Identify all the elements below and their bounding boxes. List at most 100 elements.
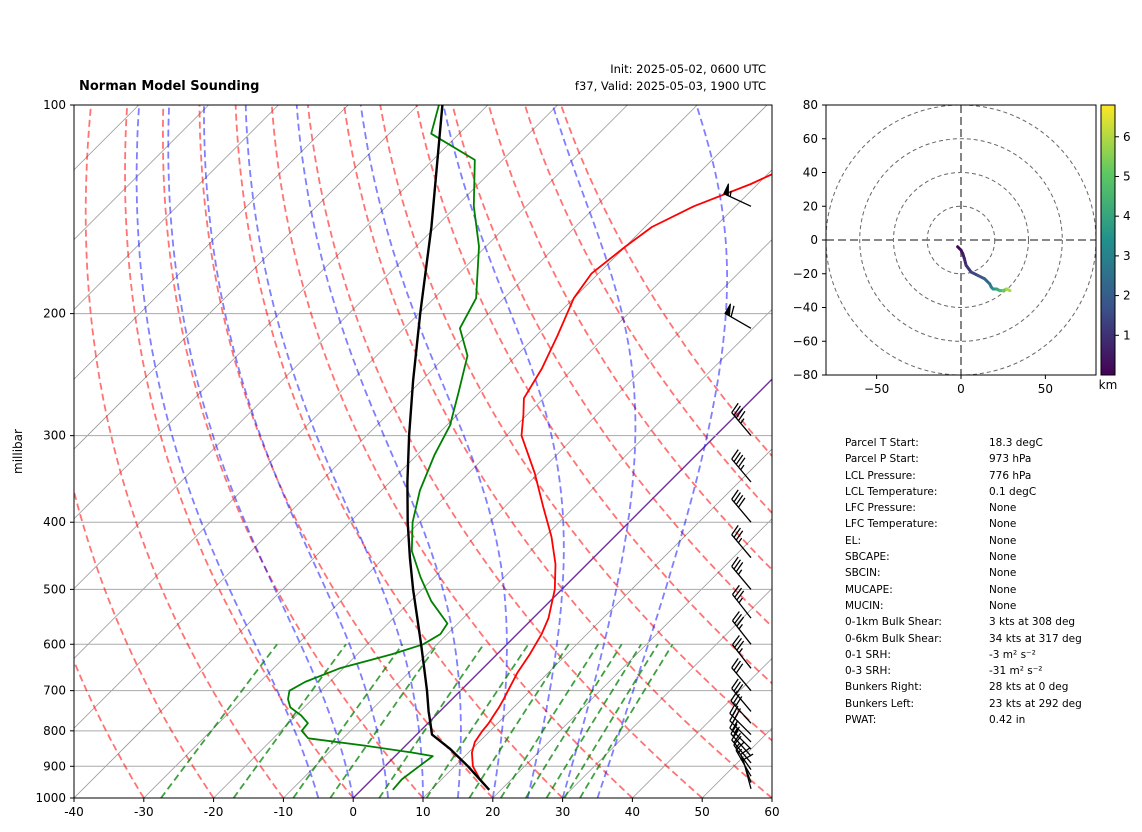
- hodograph-y-label: −80: [793, 368, 818, 382]
- stat-value: 0.1 degC: [989, 485, 1037, 498]
- x-tick-label: 0: [349, 805, 357, 819]
- dry-adiabat: [560, 105, 772, 458]
- dry-adiabat: [74, 487, 215, 798]
- moist-adiabat: [596, 105, 728, 798]
- stat-value: 34 kts at 317 deg: [989, 632, 1082, 645]
- y-tick-label: 300: [43, 429, 66, 443]
- dry-adiabat: [343, 105, 772, 798]
- mixing-ratio-line: [329, 643, 439, 798]
- stat-label: Parcel P Start:: [845, 453, 919, 466]
- stat-label: LFC Temperature:: [845, 518, 938, 531]
- hodograph-y-label: −60: [793, 334, 818, 348]
- parcel-profile: [406, 105, 491, 791]
- isotherm-line: [74, 105, 698, 729]
- y-tick-label: 100: [43, 98, 66, 112]
- isotherm-line: [74, 105, 768, 798]
- y-tick-label: 700: [43, 684, 66, 698]
- stat-label: MUCIN:: [845, 599, 884, 612]
- mixing-ratio-line: [378, 643, 485, 798]
- dry-adiabat: [74, 658, 145, 798]
- mixing-ratio-line: [563, 643, 659, 798]
- temperature-profile: [470, 173, 772, 791]
- isotherm-line: [74, 105, 209, 241]
- moist-adiabat: [244, 105, 424, 798]
- y-tick-label: 600: [43, 637, 66, 651]
- x-tick-label: 20: [485, 805, 500, 819]
- stat-value: None: [989, 567, 1017, 580]
- isotherm-line: [632, 657, 772, 798]
- x-tick-label: -30: [134, 805, 154, 819]
- hodograph-y-label: 20: [803, 199, 818, 213]
- colorbar-tick-label: 2: [1123, 289, 1131, 303]
- mixing-ratio-line: [468, 643, 570, 798]
- stat-label: SBCAPE:: [845, 551, 890, 564]
- colorbar-tick-label: 5: [1123, 169, 1131, 183]
- stat-label: PWAT:: [845, 714, 877, 727]
- hodograph-y-label: 60: [803, 132, 818, 146]
- stat-value: 23 kts at 292 deg: [989, 697, 1082, 710]
- mixing-ratio-line: [160, 643, 278, 798]
- stat-value: None: [989, 583, 1017, 596]
- y-tick-label: 500: [43, 582, 66, 596]
- stat-value: None: [989, 502, 1017, 515]
- run-info: Init: 2025-05-02, 0600 UTC f37, Valid: 2…: [575, 61, 766, 95]
- wind-barb: [731, 584, 752, 619]
- x-tick-label: 10: [415, 805, 430, 819]
- mixing-ratio-line: [579, 643, 674, 798]
- y-tick-label: 200: [43, 307, 66, 321]
- isotherm-line: [283, 308, 772, 798]
- stat-value: 776 hPa: [989, 469, 1032, 482]
- stat-label: 0-6km Bulk Shear:: [845, 632, 942, 645]
- moist-adiabat: [295, 105, 462, 798]
- stat-label: 0-1km Bulk Shear:: [845, 616, 942, 629]
- dry-adiabat: [307, 105, 703, 798]
- x-tick-label: -20: [204, 805, 224, 819]
- init-time: Init: 2025-05-02, 0600 UTC: [610, 62, 766, 76]
- hodograph-segment: [1005, 287, 1012, 293]
- moist-adiabat: [167, 105, 355, 798]
- hodograph-y-label: 0: [810, 233, 818, 247]
- dry-adiabat: [84, 105, 285, 798]
- isotherm-line: [74, 105, 419, 450]
- mixing-ratio-line: [425, 643, 530, 798]
- wind-barb: [731, 524, 752, 559]
- stat-value: None: [989, 551, 1017, 564]
- stat-label: Parcel T Start:: [845, 437, 919, 449]
- wind-barb: [723, 183, 752, 207]
- isotherm-line: [562, 588, 772, 798]
- y-tick-label: 800: [43, 724, 66, 738]
- colorbar: [1100, 104, 1116, 376]
- dry-adiabat: [124, 105, 354, 798]
- stat-value: 0.42 in: [989, 714, 1026, 727]
- chart-title: Norman Model Sounding: [79, 79, 260, 94]
- stat-value: None: [989, 599, 1017, 612]
- dry-adiabat: [161, 105, 424, 798]
- x-tick-label: -10: [274, 805, 294, 819]
- hodograph-y-label: 40: [803, 166, 818, 180]
- dry-adiabat: [379, 105, 772, 742]
- y-tick-label: 1000: [35, 791, 66, 805]
- x-tick-label: 50: [695, 805, 710, 819]
- moist-adiabat: [442, 105, 565, 798]
- colorbar-tick-label: 3: [1123, 249, 1131, 263]
- wind-barb: [731, 556, 752, 590]
- stat-value: -3 m² s⁻²: [989, 648, 1036, 661]
- mixing-ratio-line: [232, 643, 347, 798]
- wind-barb: [731, 730, 752, 764]
- isotherm-line: [74, 105, 279, 310]
- stat-label: 0-3 SRH:: [845, 665, 891, 678]
- dry-adiabat: [524, 105, 772, 515]
- stat-value: 973 hPa: [989, 453, 1032, 466]
- stat-label: Bunkers Left:: [845, 697, 915, 710]
- stat-label: 0-1 SRH:: [845, 648, 891, 661]
- y-tick-label: 400: [43, 515, 66, 529]
- colorbar-unit-label: km: [1099, 378, 1118, 392]
- hodograph-y-label: −40: [793, 301, 818, 315]
- stat-value: -31 m² s⁻²: [989, 665, 1043, 678]
- y-tick-label: 900: [43, 759, 66, 773]
- stat-value: 28 kts at 0 deg: [989, 681, 1069, 694]
- hodograph-ring: [859, 138, 1063, 342]
- x-tick-label: 60: [764, 805, 779, 819]
